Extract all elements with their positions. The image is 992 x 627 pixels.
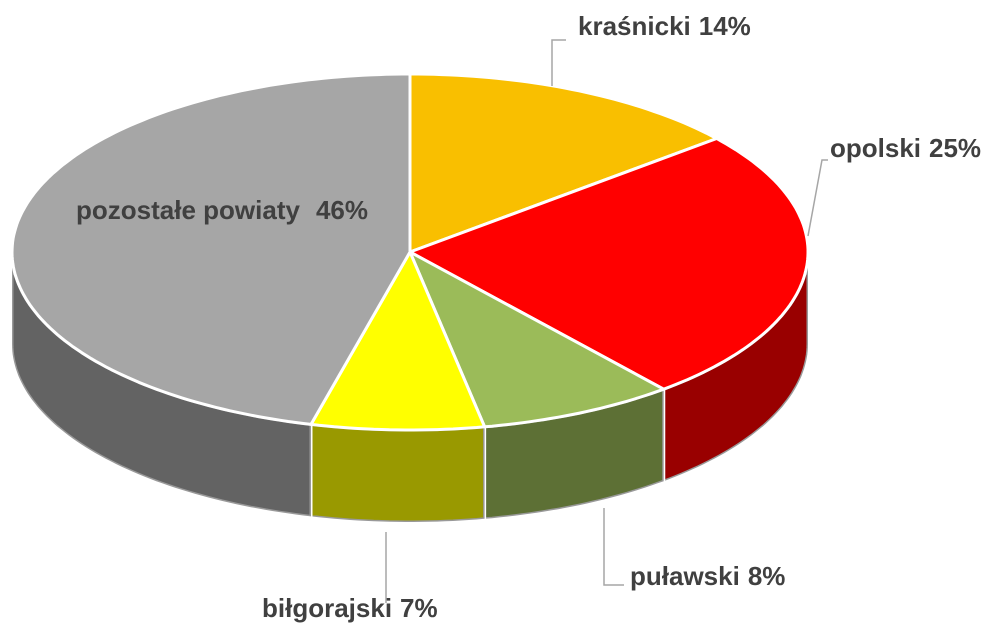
data-label: pozostałe powiaty 46% xyxy=(76,195,368,225)
label-name: pozostałe powiaty xyxy=(76,195,300,225)
label-name: opolski xyxy=(830,133,921,163)
slice xyxy=(408,72,719,254)
slice xyxy=(309,250,487,432)
leader-line xyxy=(807,159,828,237)
slice-side-shade xyxy=(484,389,664,519)
label-name: biłgorajski xyxy=(262,593,392,623)
slice-side-shade xyxy=(311,424,485,522)
label-value: 8% xyxy=(748,561,786,591)
data-label: kraśnicki 14% xyxy=(578,11,751,41)
leader-line xyxy=(603,508,624,586)
data-label: biłgorajski 7% xyxy=(262,593,438,623)
label-value: 14% xyxy=(699,11,751,41)
leader-line xyxy=(551,39,566,86)
label-name: kraśnicki xyxy=(578,11,691,41)
slice xyxy=(408,250,666,429)
label-value: 25% xyxy=(929,133,981,163)
slice-side-shade xyxy=(12,252,311,517)
data-label: puławski 8% xyxy=(630,561,785,591)
slice-side-shade xyxy=(663,252,808,482)
label-value: 46% xyxy=(316,195,368,225)
label-name: puławski xyxy=(630,561,740,591)
slice xyxy=(408,137,810,391)
slice xyxy=(10,72,412,426)
data-label: opolski 25% xyxy=(830,133,981,163)
label-value: 7% xyxy=(400,593,438,623)
